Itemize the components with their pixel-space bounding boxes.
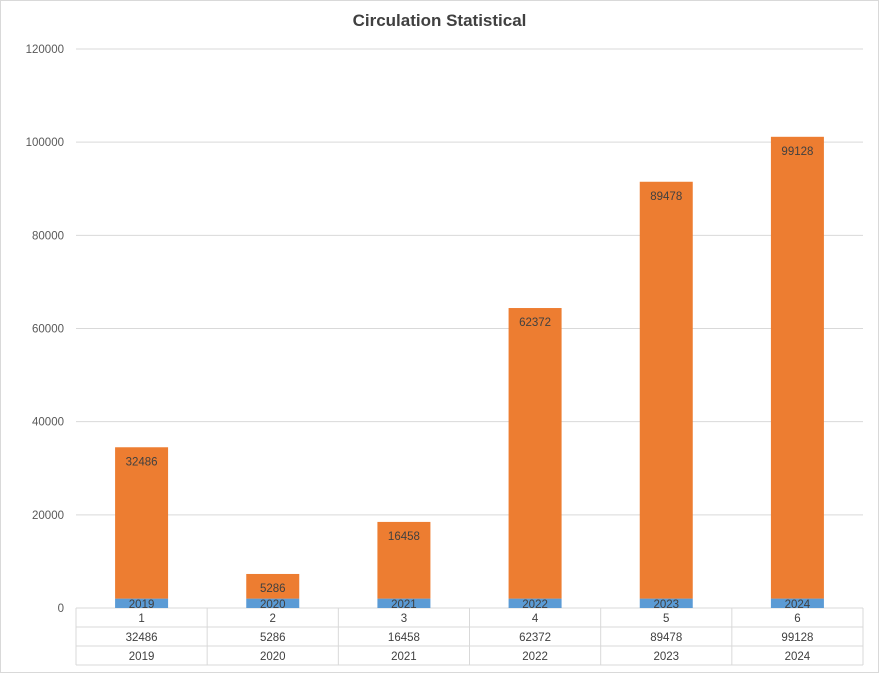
- category-label: 2: [270, 613, 276, 625]
- table-cell-series-1: 2021: [391, 651, 417, 663]
- y-tick-label: 0: [58, 603, 64, 615]
- y-tick-label: 100000: [26, 137, 64, 149]
- category-label: 5: [663, 613, 669, 625]
- data-label: 5286: [260, 583, 286, 595]
- data-label: 2020: [260, 599, 286, 611]
- bar-segment-series-2: [770, 136, 824, 599]
- bar-segment-series-2: [246, 573, 300, 599]
- bar-segment-series-1: [639, 598, 693, 608]
- data-label: 16458: [388, 531, 420, 543]
- bar-segment-series-1: [115, 598, 169, 608]
- bar-segment-series-1: [770, 598, 824, 608]
- table-cell-series-1: 2023: [653, 651, 679, 663]
- data-label: 2024: [785, 599, 811, 611]
- category-label: 1: [138, 613, 144, 625]
- bar-segment-series-1: [377, 598, 431, 608]
- y-tick-label: 120000: [26, 44, 64, 56]
- data-label: 2019: [129, 599, 155, 611]
- bar-segment-series-2: [508, 308, 562, 599]
- bar-segment-series-1: [246, 598, 300, 608]
- table-cell-series-2: 32486: [126, 632, 158, 644]
- y-tick-label: 40000: [32, 417, 64, 429]
- y-tick-label: 60000: [32, 324, 64, 336]
- data-label: 2023: [653, 599, 679, 611]
- chart-title: Circulation Statistical: [352, 11, 527, 30]
- table-cell-series-2: 16458: [388, 632, 420, 644]
- table-cell-series-1: 2019: [129, 651, 155, 663]
- y-tick-label: 80000: [32, 230, 64, 242]
- bar-segment-series-2: [115, 447, 169, 599]
- data-label: 2021: [391, 599, 417, 611]
- data-label: 99128: [781, 146, 813, 158]
- data-label: 32486: [126, 456, 158, 468]
- data-label: 62372: [519, 317, 551, 329]
- category-label: 6: [794, 613, 800, 625]
- table-cell-series-2: 99128: [781, 632, 813, 644]
- data-label: 2022: [522, 599, 548, 611]
- table-cell-series-1: 2022: [522, 651, 548, 663]
- table-cell-series-2: 62372: [519, 632, 551, 644]
- bar-segment-series-2: [639, 181, 693, 599]
- bar-segment-series-2: [377, 521, 431, 599]
- category-label: 4: [532, 613, 539, 625]
- table-cell-series-2: 5286: [260, 632, 286, 644]
- category-label: 3: [401, 613, 407, 625]
- table-cell-series-2: 89478: [650, 632, 682, 644]
- table-cell-series-1: 2020: [260, 651, 286, 663]
- data-label: 89478: [650, 191, 682, 203]
- bar-segment-series-1: [508, 598, 562, 608]
- table-cell-series-1: 2024: [785, 651, 811, 663]
- y-tick-label: 20000: [32, 510, 64, 522]
